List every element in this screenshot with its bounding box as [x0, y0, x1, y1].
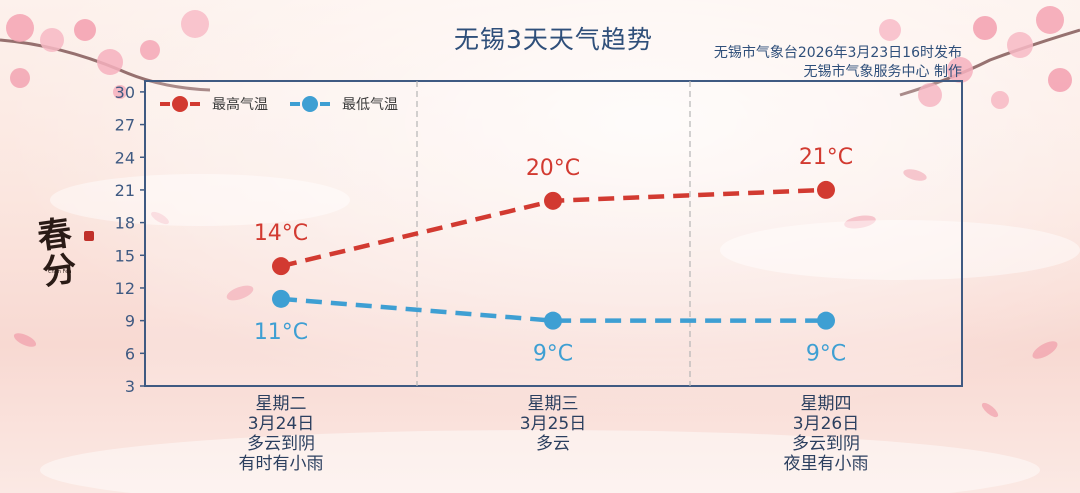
low-temp-point — [544, 311, 562, 330]
seal-stamp-icon — [84, 231, 94, 241]
x-date-label: 3月24日 — [248, 414, 314, 434]
x-weather-label: 多云到阴 — [247, 434, 315, 454]
low-temp-point — [817, 311, 835, 330]
y-tick-label: 3 — [125, 377, 135, 396]
y-tick-label: 21 — [115, 181, 135, 200]
legend-label: 最低气温 — [342, 97, 398, 113]
cherry-blossom-branch-right — [879, 6, 1080, 109]
legend-label: 最高气温 — [212, 96, 268, 113]
legend-marker-low — [302, 96, 318, 112]
y-tick-label: 9 — [125, 312, 135, 331]
plot-area — [144, 80, 963, 387]
x-weather-label: 夜里有小雨 — [784, 454, 869, 474]
x-date-label: 3月25日 — [520, 414, 586, 434]
falling-petals — [13, 169, 1058, 418]
y-tick-label: 27 — [115, 116, 135, 135]
y-tick-label: 30 — [115, 83, 135, 102]
y-tick-label: 12 — [115, 279, 135, 298]
x-weekday-label: 星期三 — [528, 394, 579, 414]
cherry-blossom-branch-left — [0, 10, 211, 99]
logo-subtitle: Chun Fen — [48, 269, 72, 275]
legend-marker-high — [172, 96, 188, 112]
x-weekday-label: 星期二 — [256, 394, 307, 414]
x-weekday-label: 星期四 — [801, 394, 852, 414]
chart-title: 无锡3天天气趋势 — [454, 25, 653, 54]
x-weather-label: 多云 — [536, 434, 570, 454]
high-temp-label: 20°C — [526, 156, 580, 181]
low-temp-label: 9°C — [806, 342, 846, 367]
y-tick-label: 18 — [115, 214, 135, 233]
mist-clouds — [40, 174, 1080, 493]
low-temp-label: 11°C — [254, 320, 308, 345]
producer-info: 无锡市气象服务中心 制作 — [803, 64, 962, 80]
low-temp-point — [272, 289, 290, 308]
y-tick-label: 6 — [125, 344, 135, 363]
high-temp-point — [544, 191, 562, 210]
x-weather-label: 多云到阴 — [792, 434, 860, 454]
low-temp-label: 9°C — [533, 342, 573, 367]
solar-term-logo: 春分 Chun Fen — [35, 213, 104, 293]
y-tick-label: 15 — [115, 246, 135, 265]
series-line-low — [280, 296, 826, 323]
x-weather-label: 有时有小雨 — [239, 454, 324, 474]
publish-info: 无锡市气象台2026年3月23日16时发布 — [713, 45, 962, 61]
x-date-label: 3月26日 — [793, 414, 859, 434]
high-temp-label: 14°C — [254, 221, 308, 246]
high-temp-point — [272, 257, 290, 276]
high-temp-point — [817, 180, 835, 199]
y-tick-label: 24 — [115, 148, 135, 167]
high-temp-label: 21°C — [799, 145, 853, 170]
